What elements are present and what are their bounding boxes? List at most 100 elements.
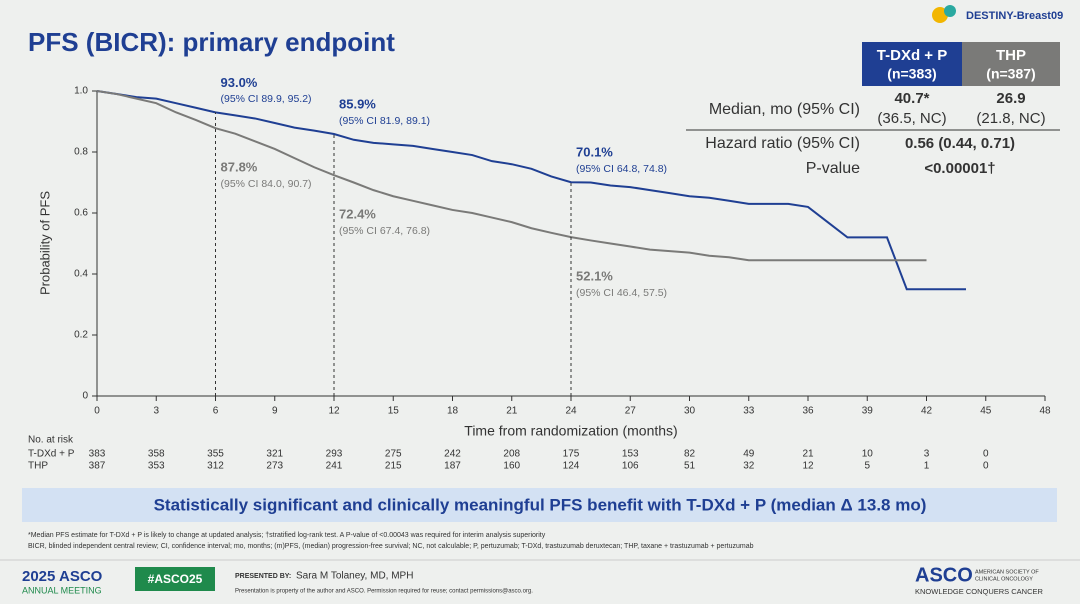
x-tick-label: 0 bbox=[94, 406, 100, 417]
risk-count: 21 bbox=[802, 449, 814, 460]
annotation-value: 93.0% bbox=[221, 75, 258, 90]
risk-count: 215 bbox=[385, 461, 402, 472]
risk-count: 0 bbox=[983, 461, 989, 472]
x-tick-label: 12 bbox=[328, 406, 340, 417]
x-tick-label: 48 bbox=[1039, 406, 1051, 417]
risk-count: 293 bbox=[326, 449, 343, 460]
risk-count: 321 bbox=[266, 449, 283, 460]
risk-count: 12 bbox=[802, 461, 814, 472]
risk-count: 275 bbox=[385, 449, 402, 460]
banner-bg bbox=[22, 488, 1057, 522]
risk-row-label: T-DXd + P bbox=[28, 449, 75, 460]
risk-count: 353 bbox=[148, 461, 165, 472]
footnote: *Median PFS estimate for T-DXd + P is li… bbox=[28, 532, 546, 539]
banner: Statistically significant and clinically… bbox=[154, 495, 927, 514]
annotation-ci: (95% CI 89.9, 95.2) bbox=[221, 93, 312, 105]
annotation-ci: (95% CI 84.0, 90.7) bbox=[221, 178, 312, 190]
risk-row-label: THP bbox=[28, 461, 48, 472]
risk-count: 10 bbox=[862, 449, 874, 460]
org-name: CLINICAL ONCOLOGY bbox=[975, 576, 1033, 582]
x-tick-label: 9 bbox=[272, 406, 278, 417]
risk-count: 153 bbox=[622, 449, 639, 460]
x-tick-label: 45 bbox=[980, 406, 992, 417]
risk-count: 383 bbox=[89, 449, 106, 460]
risk-count: 51 bbox=[684, 461, 696, 472]
annotation-ci: (95% CI 64.8, 74.8) bbox=[576, 163, 667, 175]
presenter: Sara M Tolaney, MD, MPH bbox=[296, 571, 413, 582]
risk-count: 358 bbox=[148, 449, 165, 460]
risk-count: 124 bbox=[563, 461, 580, 472]
annotation-ci: (95% CI 67.4, 76.8) bbox=[339, 225, 430, 237]
footnote: BICR, blinded independent central review… bbox=[28, 543, 754, 550]
risk-count: 49 bbox=[743, 449, 755, 460]
x-tick-label: 6 bbox=[213, 406, 219, 417]
meeting: 2025 ASCO bbox=[22, 568, 103, 585]
risk-count: 208 bbox=[503, 449, 520, 460]
x-tick-label: 42 bbox=[921, 406, 933, 417]
x-tick-label: 3 bbox=[153, 406, 159, 417]
risk-count: 241 bbox=[326, 461, 343, 472]
y-tick-label: 0.6 bbox=[74, 208, 88, 219]
annotation-value: 70.1% bbox=[576, 145, 613, 160]
x-tick-label: 15 bbox=[388, 406, 400, 417]
x-tick-label: 21 bbox=[506, 406, 518, 417]
risk-count: 312 bbox=[207, 461, 224, 472]
annotation-value: 72.4% bbox=[339, 207, 376, 222]
annotation-value: 85.9% bbox=[339, 96, 376, 111]
row-label: P-value bbox=[806, 160, 860, 177]
risk-count: 160 bbox=[503, 461, 520, 472]
y-tick-label: 0.8 bbox=[74, 147, 88, 158]
risk-title: No. at risk bbox=[28, 435, 74, 446]
cell: (36.5, NC) bbox=[877, 110, 946, 127]
motto: KNOWLEDGE CONQUERS CANCER bbox=[915, 587, 1044, 596]
hashtag-bg bbox=[135, 567, 215, 591]
x-tick-label: 39 bbox=[862, 406, 874, 417]
risk-count: 187 bbox=[444, 461, 461, 472]
trial-name: DESTINY-Breast09 bbox=[966, 10, 1063, 22]
x-tick-label: 27 bbox=[625, 406, 637, 417]
risk-count: 106 bbox=[622, 461, 639, 472]
cell: 0.56 (0.44, 0.71) bbox=[905, 135, 1015, 152]
x-tick-label: 33 bbox=[743, 406, 755, 417]
risk-count: 82 bbox=[684, 449, 696, 460]
survival-curve bbox=[96, 90, 927, 262]
annotation-ci: (95% CI 81.9, 89.1) bbox=[339, 115, 430, 127]
risk-count: 355 bbox=[207, 449, 224, 460]
column-header: THP bbox=[996, 47, 1026, 64]
risk-count: 387 bbox=[89, 461, 106, 472]
slide-title: PFS (BICR): primary endpoint bbox=[28, 27, 395, 57]
annotation-value: 52.1% bbox=[576, 269, 613, 284]
cell: (21.8, NC) bbox=[976, 110, 1045, 127]
column-header-bg bbox=[862, 42, 962, 86]
y-tick-label: 0.4 bbox=[74, 269, 88, 280]
column-n: (n=383) bbox=[887, 66, 936, 82]
x-tick-label: 24 bbox=[565, 406, 577, 417]
y-tick-label: 0 bbox=[82, 391, 88, 402]
y-tick-label: 1.0 bbox=[74, 86, 88, 97]
risk-count: 0 bbox=[983, 449, 989, 460]
presented-by: PRESENTED BY: bbox=[235, 573, 291, 580]
x-tick-label: 18 bbox=[447, 406, 459, 417]
x-axis-title: Time from randomization (months) bbox=[464, 423, 677, 439]
risk-count: 32 bbox=[743, 461, 755, 472]
cell: <0.00001† bbox=[924, 160, 995, 177]
org-name: AMERICAN SOCIETY OF bbox=[975, 569, 1039, 575]
x-tick-label: 30 bbox=[684, 406, 696, 417]
risk-count: 175 bbox=[563, 449, 580, 460]
risk-count: 3 bbox=[924, 449, 930, 460]
cell: 40.7* bbox=[894, 90, 929, 107]
y-tick-label: 0.2 bbox=[74, 330, 88, 341]
trial-logo bbox=[944, 5, 956, 17]
x-tick-label: 36 bbox=[802, 406, 814, 417]
risk-count: 5 bbox=[864, 461, 870, 472]
row-label: Median, mo (95% CI) bbox=[709, 101, 860, 118]
column-header: T-DXd + P bbox=[877, 47, 947, 64]
row-label: Hazard ratio (95% CI) bbox=[705, 135, 860, 152]
survival-curve bbox=[96, 90, 966, 291]
cell: 26.9 bbox=[996, 90, 1025, 107]
column-header-bg bbox=[962, 42, 1060, 86]
y-axis-title: Probability of PFS bbox=[37, 191, 52, 295]
column-n: (n=387) bbox=[986, 66, 1035, 82]
annotation-value: 87.8% bbox=[221, 160, 258, 175]
